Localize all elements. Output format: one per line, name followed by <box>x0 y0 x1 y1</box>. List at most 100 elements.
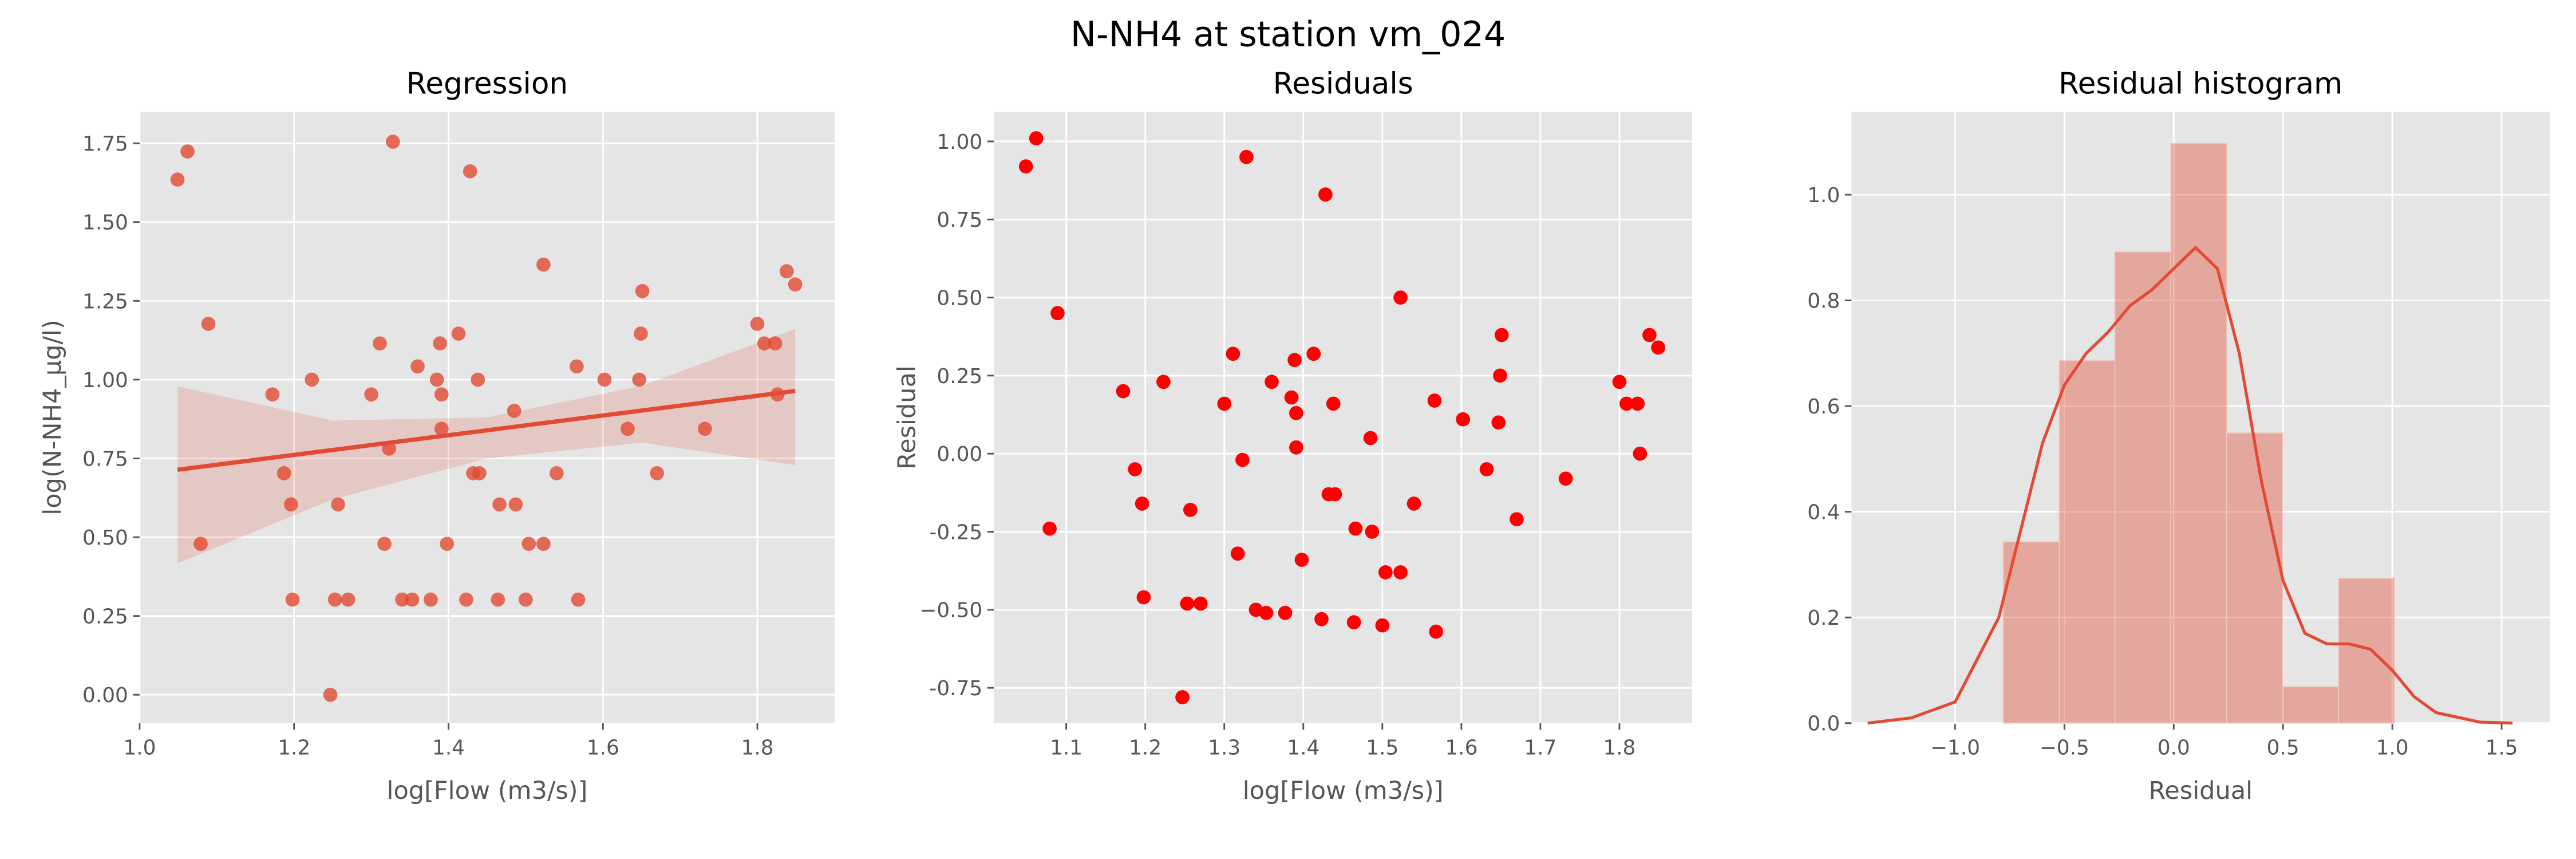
y-tick-label: 0.0 <box>1807 712 1840 736</box>
y-tick-label: −0.50 <box>919 599 982 622</box>
x-tick-label: 1.7 <box>1524 736 1556 759</box>
data-point <box>536 257 551 272</box>
data-point <box>283 497 298 512</box>
data-point <box>1289 440 1303 455</box>
data-point <box>788 277 803 292</box>
data-point <box>750 317 765 331</box>
data-point <box>1378 565 1393 580</box>
histogram-bar <box>2282 686 2340 724</box>
y-tick-label: 0.50 <box>937 286 982 310</box>
data-point <box>1630 396 1645 411</box>
data-point <box>1494 328 1509 342</box>
y-tick-label: 0.8 <box>1807 289 1840 313</box>
y-tick-label: 1.00 <box>937 131 982 154</box>
histogram-bar <box>2114 251 2172 724</box>
data-point <box>521 537 536 551</box>
data-point <box>508 497 523 512</box>
data-point <box>1393 290 1408 305</box>
x-tick-label: 1.5 <box>2486 736 2518 759</box>
x-axis-label: Residual <box>2148 777 2253 805</box>
data-point <box>265 387 280 402</box>
data-point <box>410 359 425 374</box>
data-point <box>1042 521 1057 536</box>
data-point <box>519 592 533 607</box>
x-tick-label: 1.6 <box>1445 736 1477 759</box>
y-tick-label: -0.75 <box>929 677 982 700</box>
data-point <box>492 497 507 512</box>
data-point <box>1156 375 1171 389</box>
data-point <box>429 372 444 387</box>
data-point <box>1651 340 1665 355</box>
data-point <box>1375 618 1390 633</box>
data-point <box>1193 596 1208 611</box>
data-point <box>1294 553 1309 567</box>
data-point <box>1642 328 1657 342</box>
data-point <box>1278 605 1293 620</box>
data-point <box>1050 306 1065 321</box>
data-point <box>571 592 586 607</box>
data-point <box>491 592 505 607</box>
data-point <box>1406 497 1421 511</box>
data-point <box>405 592 420 607</box>
data-point <box>1365 525 1380 539</box>
data-point <box>327 592 342 607</box>
data-point <box>1259 605 1274 620</box>
y-tick-label: 1.25 <box>82 290 128 313</box>
y-tick-label: 0.00 <box>82 684 128 707</box>
data-point <box>459 592 473 607</box>
data-point <box>395 592 409 607</box>
data-point <box>1136 590 1151 605</box>
data-point <box>1429 624 1444 639</box>
y-tick-label: 0.00 <box>937 443 982 466</box>
data-point <box>597 372 612 387</box>
data-point <box>201 317 216 331</box>
x-axis-label: log[Flow (m3/s)] <box>386 777 587 805</box>
data-point <box>779 264 794 278</box>
data-point <box>1346 615 1361 629</box>
data-point <box>768 336 783 350</box>
data-point <box>1558 471 1573 486</box>
data-point <box>471 372 485 387</box>
plot-background <box>139 112 835 723</box>
data-point <box>570 359 584 374</box>
data-point <box>1493 368 1507 383</box>
data-point <box>305 372 319 387</box>
regression-line <box>177 389 796 472</box>
figure-title: N-NH4 at station vm_024 <box>1070 14 1506 54</box>
y-tick-label: 1.0 <box>1807 184 1840 207</box>
data-point <box>1479 462 1494 476</box>
data-point <box>507 404 521 418</box>
x-tick-label: 1.4 <box>1287 736 1319 759</box>
data-point <box>1180 596 1195 611</box>
data-point <box>364 387 378 402</box>
chart-title: Residuals <box>1273 67 1413 101</box>
x-tick-label: 1.3 <box>1208 736 1240 759</box>
histogram-bar <box>2059 360 2116 724</box>
x-tick-label: −1.0 <box>1930 736 1980 759</box>
data-point <box>276 466 291 480</box>
data-point <box>1612 375 1627 389</box>
data-point <box>451 326 466 341</box>
data-point <box>634 326 648 341</box>
data-point <box>1314 612 1329 626</box>
data-point <box>1363 431 1378 446</box>
data-point <box>386 135 400 149</box>
x-tick-label: 1.5 <box>1366 736 1398 759</box>
histogram-bar <box>2170 143 2227 724</box>
x-tick-label: 1.6 <box>587 736 619 759</box>
plot-background <box>994 112 1692 723</box>
data-point <box>1327 487 1342 502</box>
data-point <box>1265 375 1279 389</box>
data-point <box>434 421 449 436</box>
data-point <box>440 537 455 551</box>
x-tick-label: 1.1 <box>1050 736 1082 759</box>
kde-curve <box>1867 245 2513 725</box>
data-point <box>650 466 665 480</box>
data-point <box>170 172 185 187</box>
y-tick-label: 0.25 <box>82 605 128 629</box>
data-point <box>1239 149 1254 164</box>
data-point <box>1619 396 1634 411</box>
data-point <box>635 283 650 298</box>
y-axis-label: Residual <box>893 365 922 470</box>
y-axis-label: log(N-NH4_µg/l) <box>38 320 67 515</box>
